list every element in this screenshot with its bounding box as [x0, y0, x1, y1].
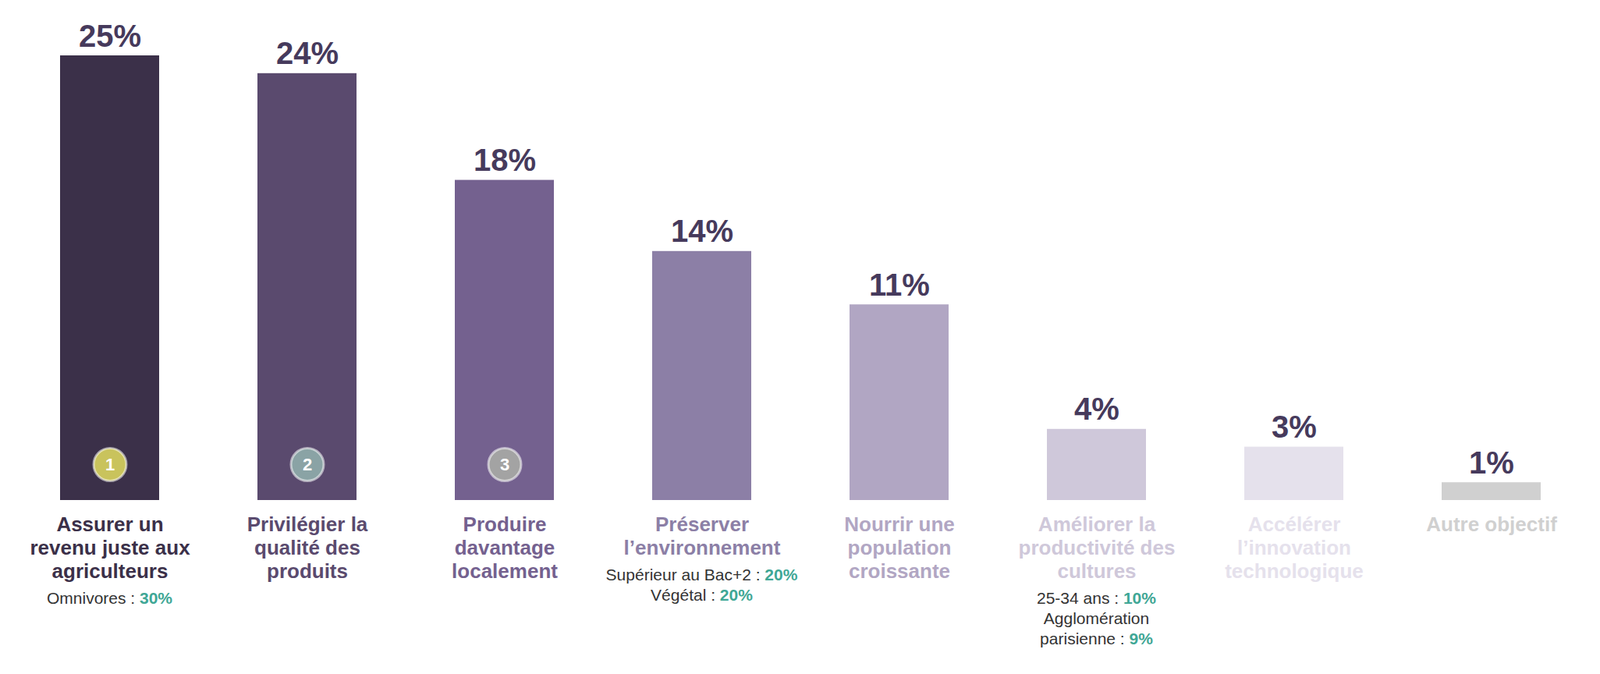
svg-text:25%: 25%: [78, 18, 142, 54]
svg-text:Nourrir unepopulationcroissant: Nourrir unepopulationcroissante: [844, 512, 955, 583]
svg-text:Omnivores : 30%: Omnivores : 30%: [46, 588, 173, 607]
svg-text:Privilégier laqualité desprodu: Privilégier laqualité desproduits: [247, 512, 369, 583]
svg-text:Produiredavantagelocalement: Produiredavantagelocalement: [451, 512, 558, 583]
svg-text:24%: 24%: [276, 35, 339, 71]
svg-text:Supérieur au Bac+2 : 20%: Supérieur au Bac+2 : 20%: [606, 565, 799, 584]
svg-text:1%: 1%: [1468, 445, 1515, 480]
svg-text:parisienne : 9%: parisienne : 9%: [1039, 629, 1153, 648]
svg-text:Améliorer laproductivité descu: Améliorer laproductivité descultures: [1018, 512, 1176, 583]
svg-text:3%: 3%: [1271, 409, 1317, 444]
svg-text:1: 1: [105, 454, 115, 475]
svg-text:18%: 18%: [473, 142, 536, 178]
svg-text:Assurer unrevenu juste auxagri: Assurer unrevenu juste auxagriculteurs: [29, 512, 191, 583]
svg-text:11%: 11%: [869, 267, 930, 302]
svg-text:2: 2: [302, 454, 313, 475]
svg-text:Autre objectif: Autre objectif: [1426, 512, 1558, 536]
svg-text:25-34 ans : 10%: 25-34 ans : 10%: [1036, 588, 1157, 607]
svg-text:Accélérerl’innovationtechnolog: Accélérerl’innovationtechnologique: [1224, 512, 1364, 583]
svg-text:Préserverl’environnement: Préserverl’environnement: [624, 512, 781, 560]
svg-text:14%: 14%: [670, 213, 734, 249]
svg-text:Végétal : 20%: Végétal : 20%: [650, 585, 753, 604]
svg-text:3: 3: [500, 454, 510, 475]
svg-text:4%: 4%: [1074, 391, 1120, 426]
svg-text:Agglomération: Agglomération: [1043, 609, 1150, 628]
